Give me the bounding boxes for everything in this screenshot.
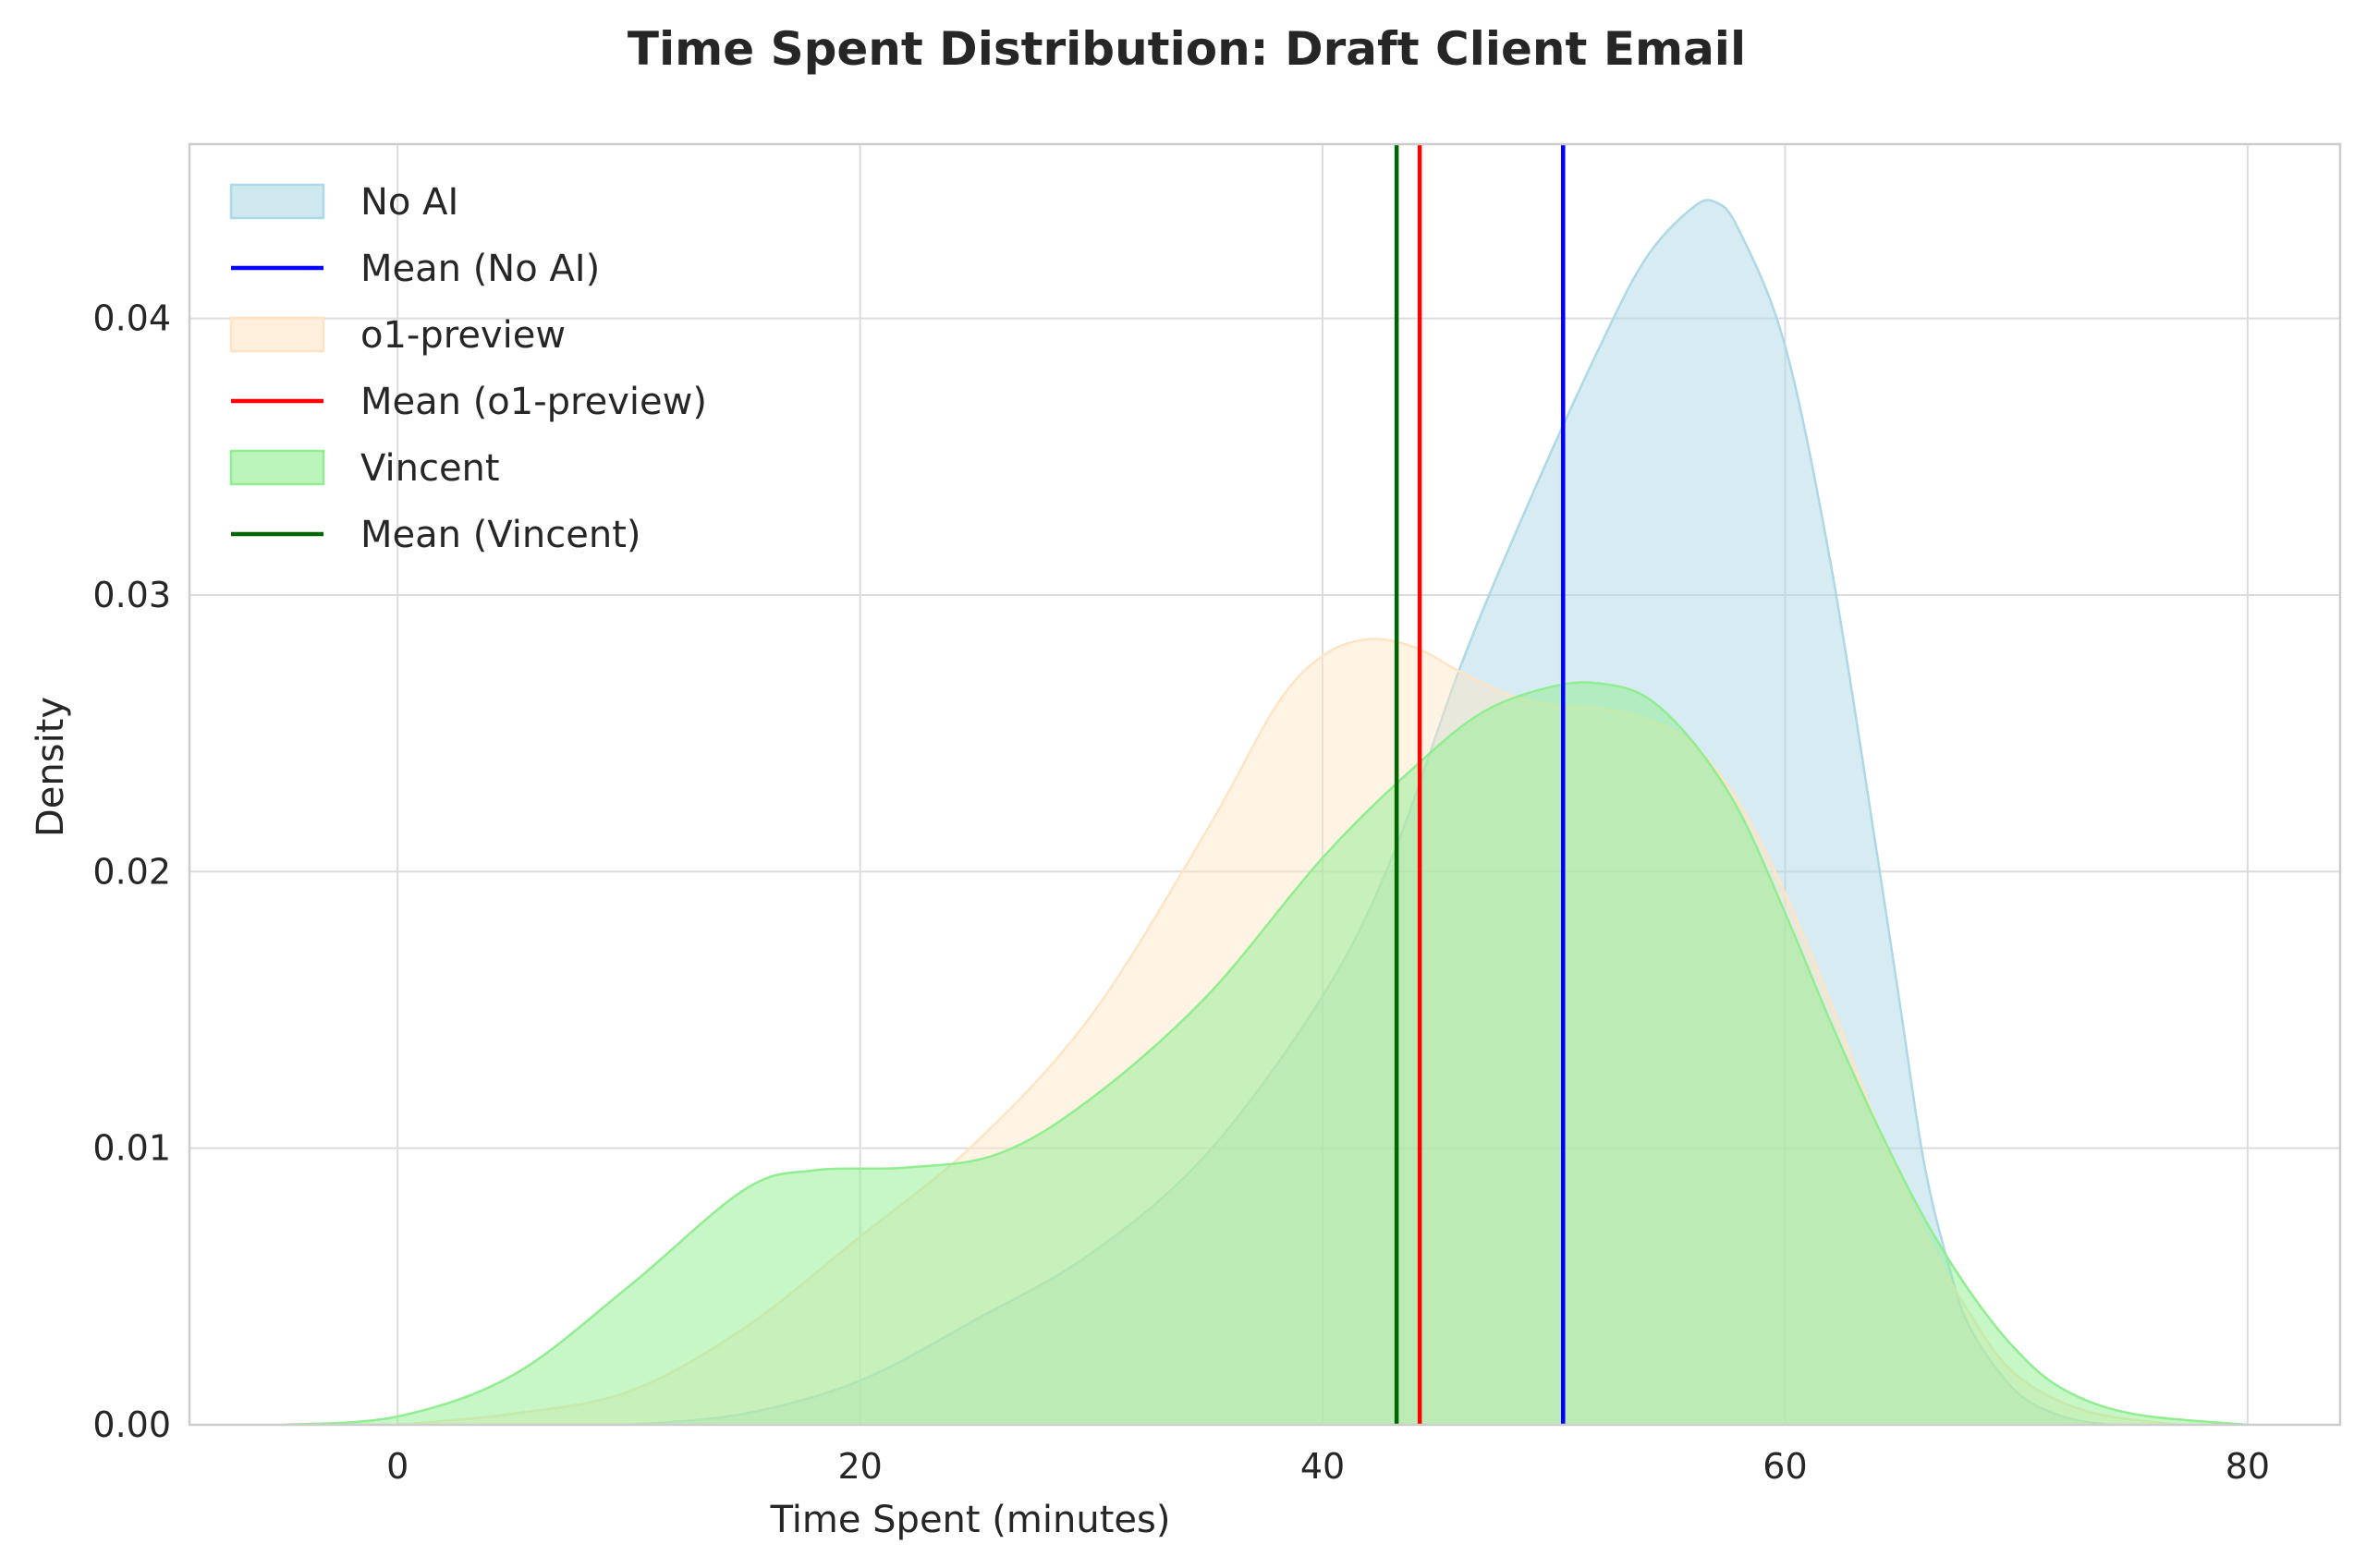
y-tick-label: 0.02 (92, 851, 171, 892)
density-area-vincent (282, 682, 2248, 1425)
x-tick-label: 80 (2226, 1446, 2270, 1487)
x-axis-ticks: 0 20 40 60 80 (386, 1446, 2270, 1487)
legend: No AI Mean (No AI) o1-preview Mean (o1-prev… (229, 181, 707, 556)
y-axis-ticks: 0.00 0.01 0.02 0.03 0.04 (92, 298, 171, 1445)
density-areas (282, 199, 2249, 1427)
mean-lines (1394, 144, 1566, 1425)
chart-title: Time Spent Distribution: Draft Client Em… (628, 22, 1746, 76)
y-tick-label: 0.01 (92, 1128, 171, 1169)
y-axis-label: Density (30, 697, 72, 837)
x-tick-label: 60 (1762, 1446, 1807, 1487)
legend-swatch-no-ai (229, 183, 325, 220)
y-tick-label: 0.03 (92, 575, 171, 615)
y-tick-label: 0.00 (92, 1404, 171, 1445)
density-curve-vincent (282, 681, 2249, 1427)
x-axis-label: Time Spent (minutes) (770, 1499, 1171, 1541)
x-tick-label: 20 (837, 1446, 882, 1487)
legend-label-mean-no-ai: Mean (No AI) (360, 248, 600, 290)
legend-label-o1-preview: o1-preview (360, 314, 566, 357)
legend-label-no-ai: No AI (360, 181, 458, 224)
legend-swatch-o1-preview (229, 316, 325, 353)
legend-swatch-vincent (229, 449, 325, 486)
legend-label-vincent: Vincent (360, 447, 500, 490)
legend-label-mean-vincent: Mean (Vincent) (360, 514, 641, 556)
plot-frame (188, 142, 2342, 1427)
x-tick-label: 40 (1300, 1446, 1345, 1487)
x-tick-label: 0 (386, 1446, 409, 1487)
y-tick-label: 0.04 (92, 298, 171, 339)
legend-label-mean-o1-preview: Mean (o1-preview) (360, 381, 707, 423)
